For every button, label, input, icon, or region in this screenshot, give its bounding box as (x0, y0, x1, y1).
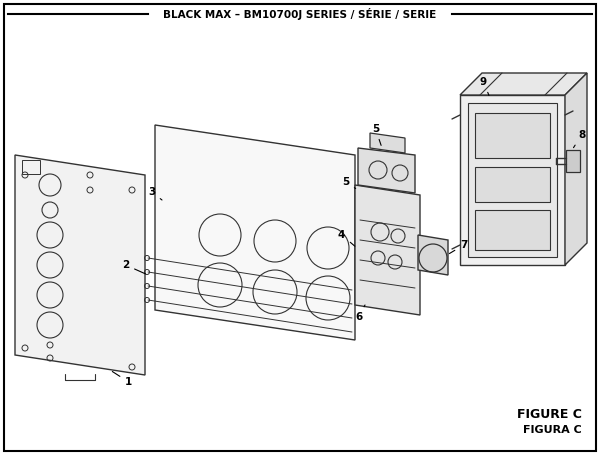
Text: FIGURE C: FIGURE C (517, 409, 582, 421)
Text: 1: 1 (112, 371, 132, 387)
Polygon shape (460, 73, 587, 95)
Polygon shape (358, 148, 415, 193)
Polygon shape (355, 185, 420, 315)
Bar (475, 210, 550, 250)
Text: FIGURA C: FIGURA C (523, 425, 582, 435)
Text: 5: 5 (372, 124, 381, 145)
Text: 6: 6 (355, 305, 365, 322)
Text: 7: 7 (449, 240, 467, 253)
Polygon shape (155, 125, 355, 340)
Text: 3: 3 (148, 187, 162, 200)
Bar (475, 113, 550, 158)
Text: 2: 2 (122, 260, 145, 274)
Polygon shape (418, 235, 448, 275)
Text: 5: 5 (342, 177, 356, 188)
Text: 9: 9 (480, 77, 489, 96)
Polygon shape (15, 155, 145, 375)
Polygon shape (370, 133, 405, 153)
Text: BLACK MAX – BM10700J SERIES / SÉRIE / SERIE: BLACK MAX – BM10700J SERIES / SÉRIE / SE… (163, 8, 437, 20)
Polygon shape (460, 95, 565, 265)
Bar (475, 167, 550, 202)
Text: 8: 8 (574, 130, 585, 148)
Bar (22, 160, 40, 174)
Polygon shape (566, 150, 580, 172)
Polygon shape (468, 103, 557, 257)
Polygon shape (565, 73, 587, 265)
Text: 4: 4 (338, 230, 355, 246)
